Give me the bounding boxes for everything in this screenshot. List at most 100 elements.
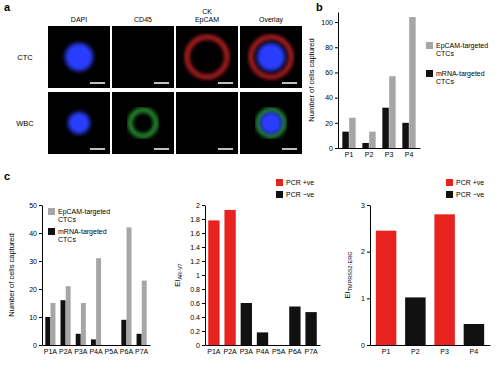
x-axis-line (371, 345, 491, 346)
x-tick-label: P2A (59, 348, 73, 355)
x-tick-label: P4 (470, 348, 479, 355)
x-tick-label: P3 (440, 348, 449, 355)
x-tick: P4A (256, 345, 270, 355)
x-tick: P3 (440, 345, 449, 355)
x-tick: P1 (382, 345, 391, 355)
x-tick-label: P7A (304, 348, 318, 355)
figure: aDAPICD45CKEpCAMOverlayCTCWBC02040608010… (0, 0, 501, 373)
x-tick-label: P2 (411, 348, 420, 355)
bar (405, 297, 425, 345)
x-tick: P3A (74, 345, 88, 355)
x-tick-label: P1A (207, 348, 221, 355)
y-tick: 40 (29, 230, 42, 237)
legend: PCR +vePCR −ve (446, 179, 484, 198)
x-tick: P7A (135, 345, 149, 355)
x-tick: P1 (345, 148, 354, 158)
x-axis-line (206, 345, 321, 346)
y-tick-mark (39, 205, 42, 206)
y-axis: 00.20.40.60.811.21.41.61.82 (190, 202, 205, 349)
legend-swatch (426, 42, 433, 49)
bar (349, 118, 355, 148)
y-axis-title: EIAR-V7 (173, 263, 183, 286)
micrograph (176, 92, 238, 154)
bar (289, 307, 300, 346)
micrograph (240, 92, 302, 154)
bars (45, 227, 146, 345)
y-tick: 0.8 (190, 286, 205, 293)
x-tick-label: P1 (345, 151, 354, 158)
y-axis-line (205, 206, 206, 346)
y-tick: 20 (29, 286, 42, 293)
y-tick: 30 (29, 258, 42, 265)
bar (142, 281, 147, 345)
legend-item: PCR −ve (276, 191, 314, 198)
x-tick-label: P2 (365, 151, 374, 158)
x-tick-label: P6A (120, 348, 134, 355)
y-tick: 2 (361, 248, 370, 255)
scale-bar (282, 148, 297, 150)
bar (127, 227, 132, 345)
y-tick: 1 (196, 272, 205, 279)
y-tick-mark (367, 345, 370, 346)
bar (61, 300, 66, 345)
y-axis-title: Number of cells captured (307, 38, 316, 121)
bar (106, 345, 111, 346)
y-tick-label: 1.8 (190, 216, 200, 223)
y-tick-mark (202, 205, 205, 206)
bar (121, 320, 126, 345)
x-tick-label: P4A (89, 348, 103, 355)
legend-swatch (48, 208, 55, 215)
bar (91, 339, 96, 345)
y-tick: 10 (29, 314, 42, 321)
y-tick-mark (202, 275, 205, 276)
legend-item: mRNA-targetedCTCs (426, 70, 485, 85)
y-tick-mark (39, 289, 42, 290)
bar (224, 210, 235, 345)
y-tick: 60 (325, 69, 338, 76)
y-tick-mark (39, 261, 42, 262)
y-tick: 0.2 (190, 328, 205, 335)
y-tick-mark (39, 317, 42, 318)
y-tick: 0 (196, 342, 205, 349)
y-tick-label: 0 (33, 342, 37, 349)
y-tick-label: 0.6 (190, 300, 200, 307)
bar (50, 303, 55, 345)
scale-bar (218, 148, 233, 150)
y-tick: 0.4 (190, 314, 205, 321)
legend-swatch (446, 191, 453, 198)
y-tick-mark (335, 123, 338, 124)
bar (257, 332, 268, 345)
x-tick: P7A (304, 345, 318, 355)
x-tick: P1A (44, 345, 58, 355)
membrane-stain (251, 37, 291, 77)
x-tick-label: P2A (223, 348, 237, 355)
legend-swatch (276, 179, 283, 186)
y-tick-label: 10 (29, 314, 37, 321)
y-tick-label: 0.8 (190, 286, 200, 293)
x-tick: P5A (272, 345, 286, 355)
y-tick-label: 1.6 (190, 230, 200, 237)
x-tick: P3A (240, 345, 254, 355)
y-tick-label: 80 (325, 44, 333, 51)
y-tick: 50 (29, 202, 42, 209)
x-tick: P2A (59, 345, 73, 355)
legend: PCR +vePCR −ve (276, 179, 314, 198)
x-tick: P5A (105, 345, 119, 355)
bar (76, 334, 81, 345)
y-tick-label: 30 (29, 258, 37, 265)
y-axis-line (370, 206, 371, 346)
legend-label: EpCAM-targetedCTCs (436, 42, 488, 57)
y-tick-mark (202, 317, 205, 318)
bar (464, 324, 484, 345)
bars (208, 210, 317, 345)
legend-swatch (426, 70, 433, 77)
y-tick-mark (335, 148, 338, 149)
y-tick-label: 1 (196, 272, 200, 279)
x-tick: P2A (223, 345, 237, 355)
legend-label: EpCAM-targetedCTCs (58, 208, 110, 223)
y-tick-label: 60 (325, 69, 333, 76)
micrograph-background (112, 92, 174, 154)
x-tick: P2 (411, 345, 420, 355)
panel-label: a (4, 1, 11, 13)
y-tick: 1.2 (190, 258, 205, 265)
